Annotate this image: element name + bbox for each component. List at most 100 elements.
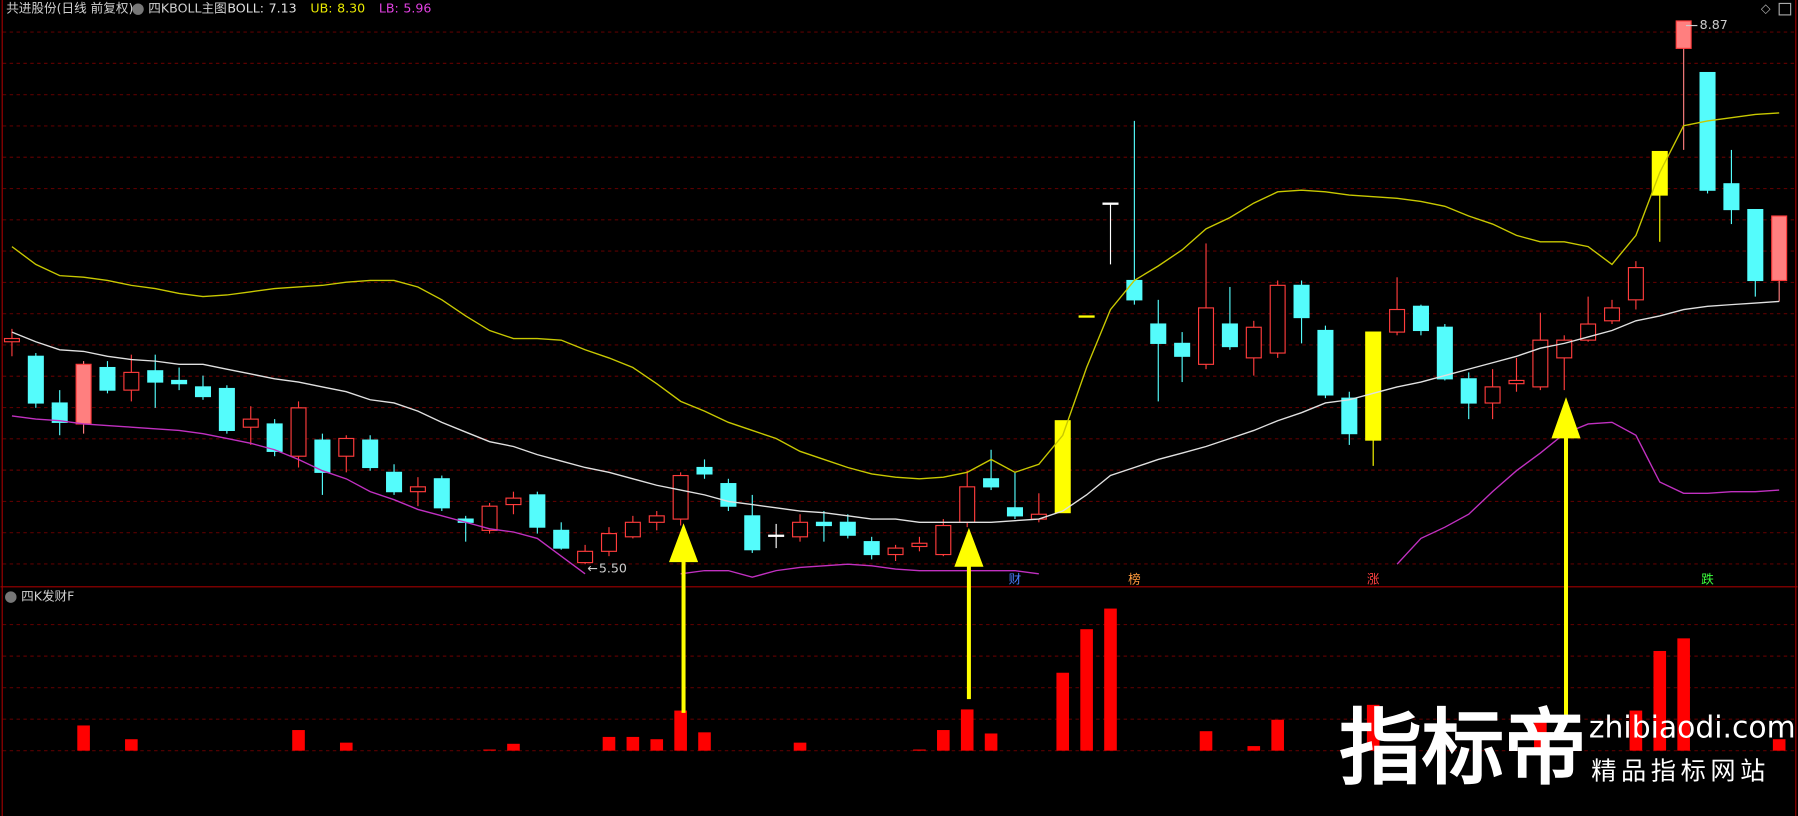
low-label: 5.50 <box>599 560 627 575</box>
lower-bar <box>984 733 998 751</box>
header-value: 8.30 <box>337 1 365 16</box>
indicator-name: 四KBOLL主图 <box>148 1 226 16</box>
lower-bar <box>1677 638 1690 751</box>
candle-body <box>171 379 188 385</box>
lower-bar <box>913 749 926 751</box>
candle-body <box>1627 267 1644 301</box>
candle-body <box>672 474 689 520</box>
candle-body <box>147 370 164 383</box>
candle-body <box>1460 378 1477 404</box>
lower-bar <box>793 742 807 751</box>
candle-body <box>1317 329 1334 396</box>
candle-body <box>1054 420 1071 514</box>
arrows <box>668 397 1581 717</box>
header-icon[interactable] <box>132 3 144 15</box>
candle-body <box>768 534 785 537</box>
candle-body <box>1365 331 1382 441</box>
icon-window[interactable] <box>1778 2 1792 16</box>
lower-bar <box>602 736 616 751</box>
band-line <box>680 563 1039 578</box>
candle-body <box>935 524 952 556</box>
candle-body <box>75 363 92 425</box>
candle-body <box>1245 326 1262 359</box>
lower-bar <box>937 730 950 751</box>
candle-body <box>1675 20 1692 49</box>
candle-body <box>553 529 570 549</box>
candle-body <box>696 466 713 475</box>
candle-body <box>242 418 259 428</box>
candle-body <box>792 521 809 538</box>
candle-body <box>1436 326 1453 380</box>
candle-body <box>577 550 594 564</box>
candle-body <box>338 437 355 457</box>
icon-diamond[interactable]: ◇ <box>1761 1 1771 16</box>
lower-bar <box>1104 608 1117 751</box>
header-label: UB: <box>310 1 332 16</box>
candle-body <box>1221 323 1238 348</box>
candle-body <box>1197 307 1215 365</box>
lower-bar <box>650 739 664 751</box>
candle-body <box>839 521 856 536</box>
candle-body <box>529 494 546 528</box>
candle-body <box>99 366 116 391</box>
candle-body <box>1150 323 1167 344</box>
candle-body <box>1389 308 1406 333</box>
high-label: 8.87 <box>1700 17 1728 32</box>
lower-bar <box>1080 629 1093 751</box>
candle-body <box>1699 71 1716 191</box>
candle-body <box>27 355 44 404</box>
candle-body <box>815 521 832 527</box>
lower-bar <box>1534 716 1547 751</box>
watermark-slogan: 精品指标网站 <box>1591 756 1770 785</box>
lower-bar <box>1772 739 1786 751</box>
lower-bar <box>1199 731 1213 751</box>
grid <box>2 31 1796 752</box>
signal-label: 财 <box>1009 571 1022 586</box>
stock-name: 共进股份(日线 前复权) <box>6 1 133 16</box>
lower-title: 四K发财F <box>21 589 74 604</box>
signal-label: 跌 <box>1701 571 1714 586</box>
candle-body <box>481 505 498 531</box>
candle-body <box>386 471 403 493</box>
candle-body <box>266 423 283 452</box>
signal-label: 涨 <box>1367 571 1380 586</box>
candle-body <box>1484 386 1501 404</box>
candle-body <box>362 439 379 469</box>
candle-body <box>505 497 522 506</box>
candle-body <box>887 547 904 556</box>
header-value: 7.13 <box>269 1 297 16</box>
candle-body <box>1532 339 1549 388</box>
candle-body <box>911 542 928 548</box>
candle-body <box>433 478 450 509</box>
candle-body <box>983 478 1000 488</box>
candle-body <box>1006 507 1023 517</box>
arrow-head <box>1551 397 1581 439</box>
candle-body <box>744 515 761 551</box>
watermark-url: zhibiaodi.com <box>1589 710 1796 745</box>
header-value: 5.96 <box>403 1 431 16</box>
lower-bar <box>1629 710 1643 751</box>
candle-body <box>123 371 140 391</box>
lower-bar <box>339 742 353 751</box>
arrow-head <box>954 527 984 567</box>
candle-body <box>600 533 618 552</box>
band-line <box>11 300 1780 523</box>
candle-body <box>1078 315 1095 318</box>
candle-body <box>1102 202 1119 205</box>
candle-body <box>409 486 426 493</box>
candle-body <box>290 407 307 457</box>
lower-bar <box>674 710 687 751</box>
candle-body <box>194 386 212 398</box>
candle-body <box>1269 284 1286 354</box>
lower-bar <box>507 743 520 751</box>
lower-bar <box>960 709 974 751</box>
lower-icon[interactable] <box>5 591 17 603</box>
candle-body <box>1723 183 1740 211</box>
candle-body <box>1603 307 1621 322</box>
candle-body <box>1174 342 1191 357</box>
band-line <box>11 415 586 575</box>
candle-body <box>1508 379 1525 385</box>
candle-body <box>1293 284 1310 319</box>
lower-bar <box>483 749 496 751</box>
candle-body <box>1341 397 1358 435</box>
